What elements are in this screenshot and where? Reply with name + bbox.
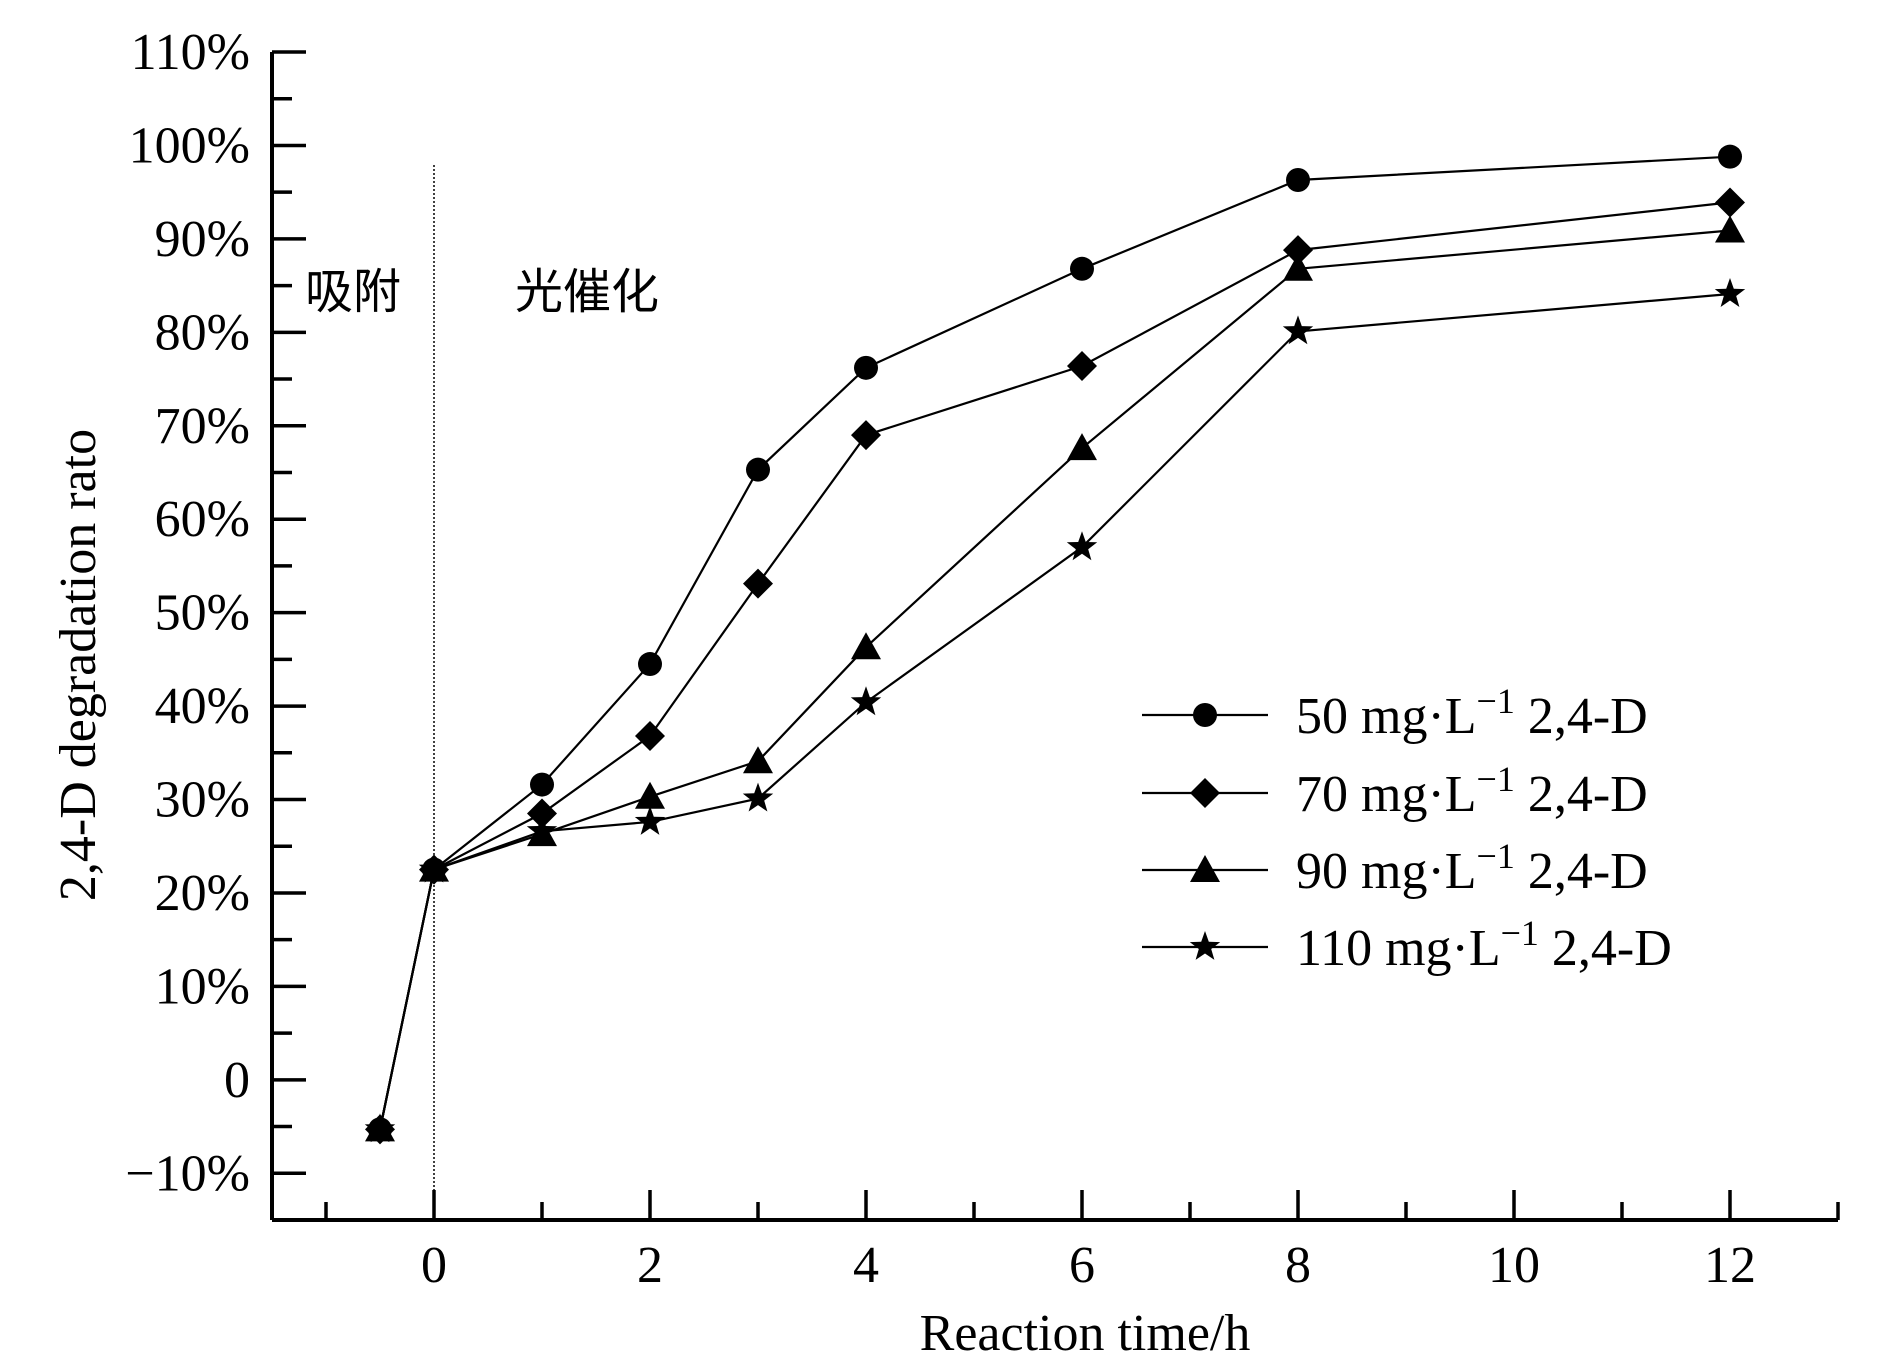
legend: 50 mg·L−1 2,4-D 70 mg·L−1 2,4-D 90 mg·L−1 …	[1142, 681, 1672, 977]
x-axis-title: Reaction time/h	[920, 1305, 1251, 1362]
legend-marker-circle	[1193, 703, 1217, 727]
x-tick-label: 2	[637, 1237, 663, 1294]
series-layer	[364, 144, 1746, 1145]
data-point-diamond	[743, 568, 773, 599]
y-tick-label: 0	[224, 1052, 250, 1109]
legend-label: 90 mg·L−1 2,4-D	[1296, 836, 1648, 900]
data-point-star	[1066, 531, 1098, 561]
axes	[270, 52, 1838, 1222]
y-tick-label: 50%	[155, 585, 250, 642]
data-point-triangle	[1715, 215, 1745, 243]
legend-item: 50 mg·L−1 2,4-D	[1142, 681, 1648, 745]
x-tick-label: 8	[1285, 1237, 1311, 1294]
data-point-diamond	[1067, 350, 1097, 381]
data-point-star	[1714, 278, 1746, 307]
data-point-star	[364, 1113, 396, 1143]
x-tick-label: 12	[1704, 1237, 1756, 1294]
data-point-circle	[530, 772, 554, 797]
data-point-circle	[1070, 256, 1094, 281]
y-tick-label: 20%	[155, 865, 250, 922]
data-point-star	[418, 853, 450, 883]
adsorption-region-label: 吸附	[305, 264, 401, 320]
data-point-star	[850, 686, 882, 716]
data-point-star	[1282, 315, 1314, 345]
legend-marker-diamond	[1190, 778, 1220, 808]
x-tick-label: 0	[421, 1237, 447, 1294]
legend-item: 110 mg·L−1 2,4-D	[1142, 913, 1672, 977]
x-tick-label: 4	[853, 1237, 879, 1294]
series-line-diamond	[378, 201, 1731, 1130]
y-tick-label: 60%	[155, 491, 250, 548]
data-point-triangle	[851, 632, 881, 660]
data-point-diamond	[851, 420, 881, 451]
legend-marker-star	[1189, 931, 1221, 960]
legend-label: 70 mg·L−1 2,4-D	[1296, 759, 1648, 823]
series-triangle	[365, 215, 1745, 1142]
y-tick-label: 80%	[155, 304, 250, 361]
y-tick-label: 70%	[155, 398, 250, 455]
data-point-triangle	[1067, 433, 1097, 461]
legend-item: 90 mg·L−1 2,4-D	[1142, 836, 1648, 900]
data-point-circle	[854, 355, 878, 380]
data-point-diamond	[527, 798, 557, 829]
data-point-circle	[746, 457, 770, 482]
legend-label: 110 mg·L−1 2,4-D	[1296, 913, 1672, 977]
y-tick-label: 10%	[155, 958, 250, 1015]
data-point-circle	[1718, 144, 1742, 169]
y-tick-label: 110%	[131, 24, 250, 81]
data-point-diamond	[1715, 187, 1745, 218]
x-tick-label: 10	[1488, 1237, 1540, 1294]
y-tick-label: 40%	[155, 678, 250, 735]
y-tick-label: 90%	[155, 211, 250, 268]
data-point-diamond	[1283, 235, 1313, 266]
legend-item: 70 mg·L−1 2,4-D	[1142, 759, 1648, 823]
data-point-star	[634, 805, 666, 835]
series-line-triangle	[378, 229, 1731, 1130]
data-point-circle	[638, 652, 662, 677]
y-axis-title: 2,4-D degradation rato	[50, 429, 107, 901]
y-tick-label: 30%	[155, 772, 250, 829]
data-point-star	[742, 782, 774, 812]
ticks: −10% 0 10% 20% 30% 40% 50% 60% 70% 80% 90% 100% 110%…	[125, 24, 1840, 1294]
series-star	[364, 278, 1746, 1143]
data-point-triangle	[635, 781, 665, 809]
data-point-triangle	[1283, 253, 1313, 281]
data-point-diamond	[635, 720, 665, 751]
data-point-star	[526, 815, 558, 845]
photocatalysis-region-label: 光催化	[515, 264, 659, 320]
legend-label: 50 mg·L−1 2,4-D	[1296, 681, 1648, 745]
y-tick-label: −10%	[125, 1145, 250, 1202]
series-diamond	[365, 187, 1745, 1145]
legend-marker-triangle	[1190, 855, 1220, 882]
x-tick-label: 6	[1069, 1237, 1095, 1294]
y-tick-label: 100%	[129, 117, 250, 174]
data-point-circle	[1286, 168, 1310, 193]
data-point-triangle	[743, 746, 773, 774]
